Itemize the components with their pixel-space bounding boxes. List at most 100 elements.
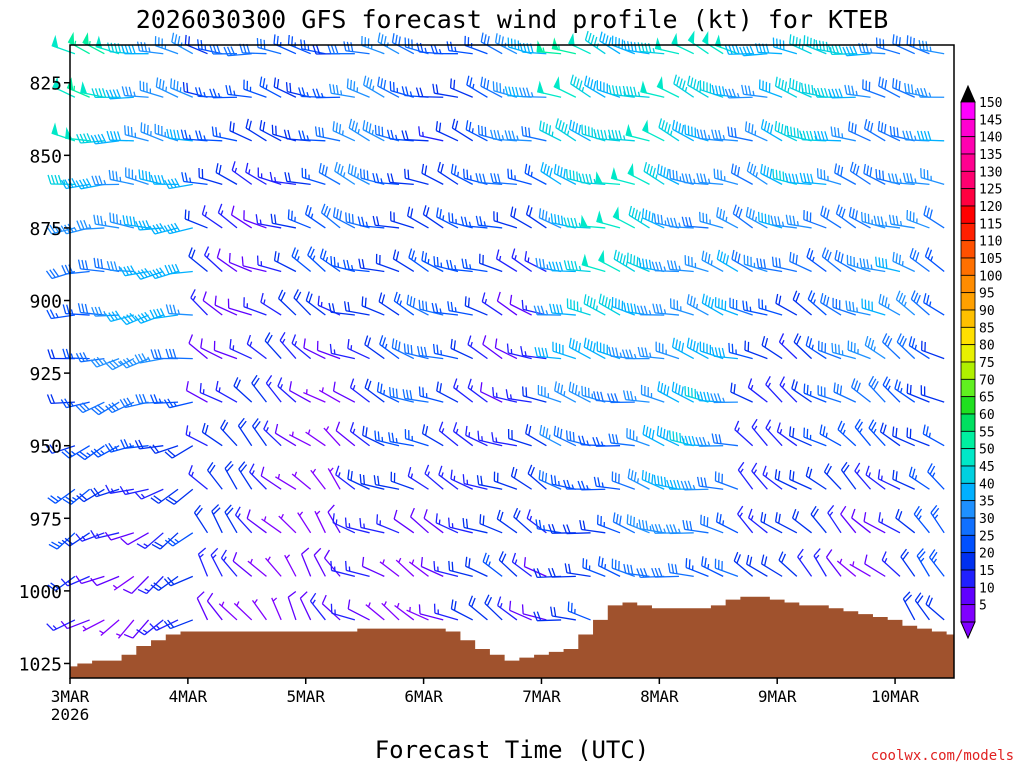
wind-barb (862, 79, 886, 98)
wind-barb (246, 334, 267, 360)
wind-barb (830, 126, 856, 142)
wind-barb (231, 161, 253, 185)
x-tick-label: 7MAR (522, 687, 561, 706)
wind-barb (920, 385, 945, 403)
wind-barb (686, 337, 709, 360)
wind-barb (894, 379, 916, 403)
wind-barb (243, 79, 267, 98)
colorbar-swatch (960, 205, 976, 224)
colorbar-label: 30 (979, 512, 995, 527)
wind-barb (149, 267, 179, 280)
wind-barb (393, 509, 415, 534)
wind-barb (410, 507, 429, 534)
colorbar-label: 15 (979, 564, 995, 579)
wind-barb (461, 258, 488, 273)
wind-barb (626, 428, 650, 447)
wind-barb (906, 427, 930, 447)
colorbar-swatch (960, 344, 976, 363)
wind-barb (149, 444, 179, 455)
wind-barb (181, 172, 208, 186)
wind-barb (550, 606, 576, 621)
wind-barb (493, 211, 518, 229)
wind-barb (287, 209, 311, 229)
wind-barb (245, 118, 267, 142)
wind-barb (864, 554, 886, 577)
wind-barb (287, 590, 297, 621)
wind-barb (433, 256, 459, 273)
wind-barb (61, 445, 90, 459)
wind-barb (76, 219, 105, 231)
wind-barb (553, 425, 577, 447)
wind-barb (298, 87, 326, 98)
wind-barb (888, 214, 915, 229)
wind-barb (729, 297, 753, 316)
wind-barb (120, 44, 149, 55)
speed-colorbar: 1501451401351301251201151101051009590858… (960, 84, 1002, 640)
wind-barb (140, 122, 164, 142)
colorbar-label: 55 (979, 425, 995, 440)
wind-barb (842, 45, 871, 57)
wind-barb (774, 469, 798, 490)
wind-barb (533, 611, 562, 622)
wind-barb (700, 514, 724, 534)
wind-barb (210, 547, 223, 577)
wind-barb (672, 119, 695, 142)
x-axis-label: Forecast Time (UTC) (375, 736, 650, 764)
colorbar-label: 120 (979, 200, 1002, 215)
wind-barb (125, 167, 149, 185)
wind-barb (314, 126, 341, 142)
wind-barb (835, 204, 857, 229)
wind-barb (636, 305, 665, 316)
wind-barb (465, 556, 488, 577)
wind-barb (134, 488, 164, 500)
wind-barb (908, 336, 930, 360)
wind-barb (136, 41, 164, 55)
wind-barb (345, 560, 370, 578)
wind-barb (504, 130, 532, 142)
wind-barb (713, 168, 739, 186)
wind-barb (251, 599, 267, 621)
colorbar-label: 90 (979, 304, 995, 319)
wind-barb (696, 173, 724, 186)
wind-barb (496, 291, 518, 316)
wind-barb (825, 549, 842, 577)
wind-barb (373, 475, 400, 490)
wind-barb (379, 559, 400, 577)
wind-barb (539, 120, 562, 142)
wind-barb (359, 518, 385, 534)
wind-barb (737, 461, 754, 490)
wind-barb (134, 353, 164, 364)
wind-barb (420, 557, 444, 577)
wind-barb (805, 336, 827, 360)
wind-barb (438, 421, 459, 447)
colorbar-swatch (960, 586, 976, 606)
wind-barb (823, 463, 842, 490)
wind-barb (849, 561, 871, 577)
wind-barb (433, 560, 459, 578)
wind-barb (492, 387, 518, 403)
wind-barb (774, 120, 798, 142)
wind-barb (510, 206, 532, 229)
wind-barb (482, 335, 503, 360)
colorbar-label: 65 (979, 391, 995, 406)
wind-barb (288, 381, 311, 403)
wind-barb (260, 466, 282, 490)
wind-barb (568, 337, 591, 360)
wind-barb (193, 504, 209, 534)
wind-barb (390, 471, 414, 490)
wind-barb (252, 418, 267, 447)
colorbar-label: 80 (979, 339, 995, 354)
wind-barb (154, 123, 179, 142)
wind-barb (75, 352, 105, 363)
y-tick-label: 950 (29, 437, 62, 458)
wind-barb (637, 346, 665, 360)
wind-barb (330, 560, 356, 578)
wind-barb (593, 129, 621, 142)
wind-barb (929, 549, 945, 577)
wind-barb (701, 556, 724, 577)
wind-barb (810, 505, 827, 534)
wind-barb (220, 419, 238, 447)
wind-barb (327, 504, 341, 534)
wind-barb (784, 173, 812, 186)
colorbar-swatch (960, 274, 976, 294)
